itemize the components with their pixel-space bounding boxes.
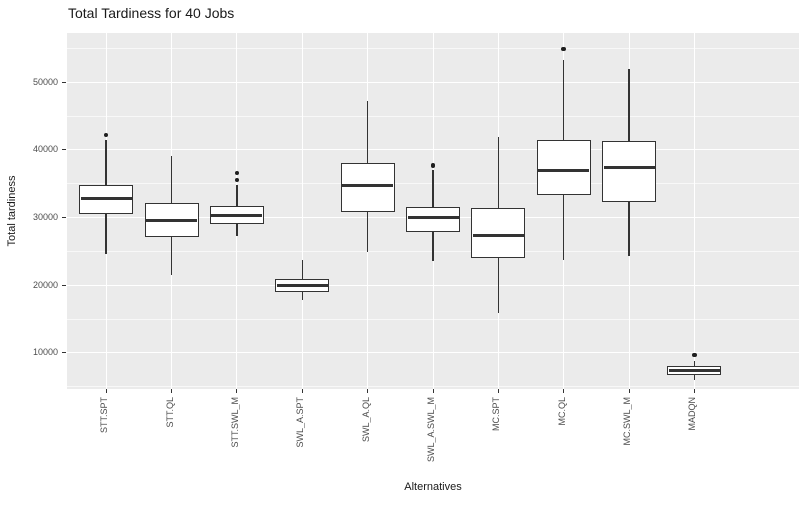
outlier-point (234, 170, 240, 176)
y-tick-label: 40000 (32, 144, 58, 155)
x-tick-label-MC.SPT: MC.SPT (491, 397, 502, 432)
box-MC.SPT (471, 208, 526, 259)
chart-title: Total Tardiness for 40 Jobs (68, 5, 235, 21)
x-tick-label-MADQN: MADQN (687, 397, 698, 431)
x-tick-label-SWL_A.SPT: SWL_A.SPT (295, 397, 306, 448)
median-STT.SPT (80, 197, 132, 201)
median-MADQN (668, 369, 720, 373)
x-tick-mark (236, 389, 238, 393)
outlier-point (430, 163, 436, 168)
x-tick-mark (497, 389, 499, 393)
median-SWL_A.SWL_M (407, 216, 459, 220)
x-tick-mark (693, 389, 695, 393)
x-tick-mark (171, 389, 173, 393)
x-tick-label-STT.QL: STT.QL (164, 397, 175, 428)
median-MC.SWL_M (603, 166, 655, 170)
outlier-point (692, 352, 697, 358)
y-tick-mark (62, 284, 66, 286)
category-gridline (693, 33, 695, 389)
x-axis-title: Alternatives (404, 481, 462, 493)
box-MC.QL (536, 139, 591, 196)
y-tick-label: 10000 (32, 347, 58, 358)
y-tick-label: 50000 (32, 76, 58, 87)
median-STT.SWL_M (211, 214, 263, 218)
y-axis-title: Total tardiness (6, 175, 18, 247)
x-tick-mark (105, 389, 107, 393)
y-tick-label: 20000 (32, 279, 58, 290)
median-MC.SPT (472, 233, 524, 237)
median-MC.QL (538, 168, 590, 172)
y-tick-mark (62, 149, 66, 151)
y-tick-mark (62, 352, 66, 354)
x-tick-mark (432, 389, 434, 393)
y-tick-mark (62, 217, 66, 219)
y-tick-mark (62, 81, 66, 83)
outlier-point (561, 46, 566, 52)
x-tick-mark (563, 389, 565, 393)
box-MC.SWL_M (602, 141, 657, 203)
x-tick-label-MC.SWL_M: MC.SWL_M (622, 397, 633, 446)
outlier-point (103, 132, 109, 138)
y-tick-label: 30000 (32, 212, 58, 223)
box-SWL_A.SWL_M (406, 206, 460, 232)
outlier-point (234, 177, 240, 183)
x-tick-mark (367, 389, 369, 393)
category-gridline (301, 33, 303, 389)
x-tick-label-MC.QL: MC.QL (556, 397, 567, 426)
median-SWL_A.SPT (276, 283, 328, 287)
x-tick-label-STT.SPT: STT.SPT (99, 397, 110, 434)
x-tick-mark (628, 389, 630, 393)
median-STT.QL (146, 218, 198, 222)
x-tick-label-STT.SWL_M: STT.SWL_M (229, 397, 240, 448)
plot-panel (67, 33, 799, 389)
x-tick-mark (301, 389, 303, 393)
median-SWL_A.QL (342, 184, 394, 188)
x-tick-label-SWL_A.SWL_M: SWL_A.SWL_M (426, 397, 436, 463)
x-tick-label-SWL_A.QL: SWL_A.QL (360, 397, 371, 443)
box-SWL_A.QL (340, 162, 395, 213)
